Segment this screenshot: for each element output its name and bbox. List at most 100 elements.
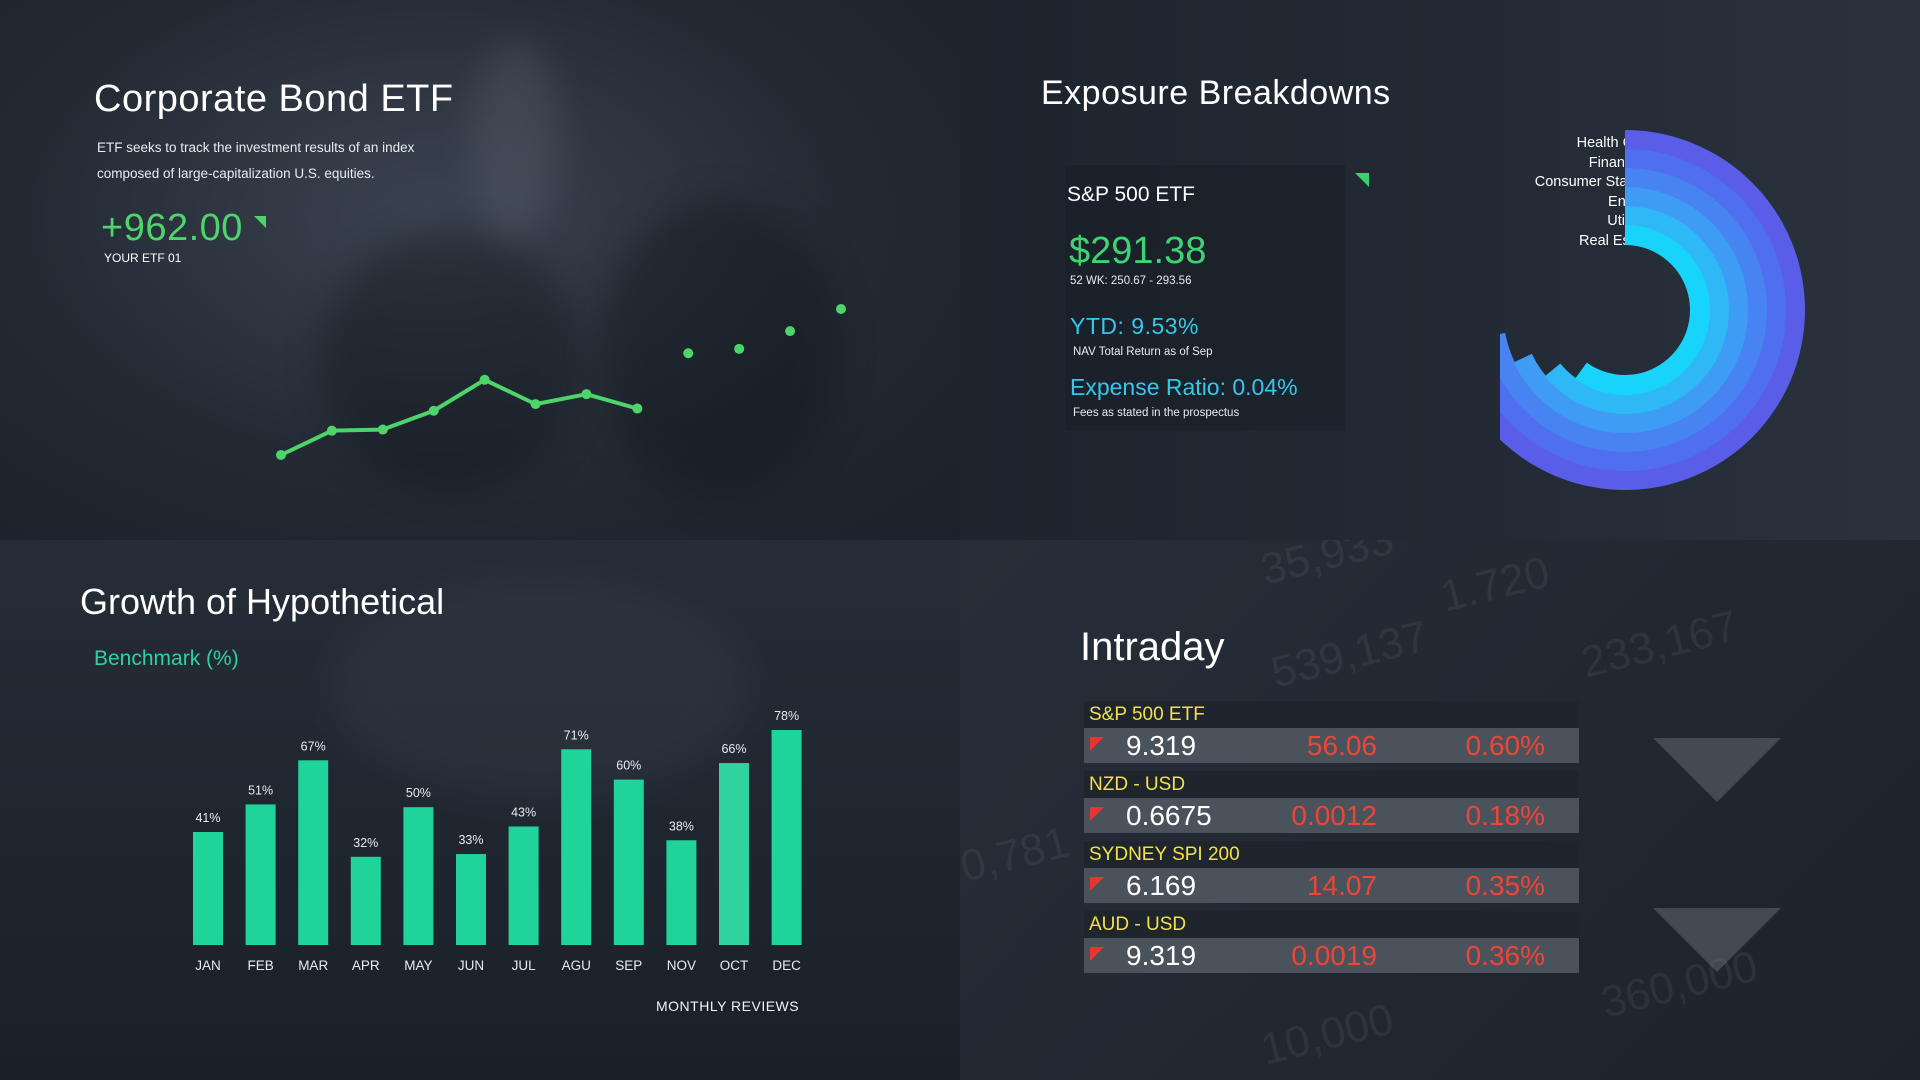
line-point bbox=[734, 343, 745, 354]
benchmark-label: Benchmark (%) bbox=[94, 647, 239, 670]
down-arrow-icon bbox=[1090, 947, 1104, 961]
line-point bbox=[326, 425, 337, 436]
ticker-price: 6.169 bbox=[1126, 870, 1197, 901]
ticker-row: NZD - USD 0.6675 0.0012 0.18% bbox=[1084, 771, 1579, 833]
radial-segment bbox=[1575, 225, 1710, 395]
background-shape bbox=[330, 580, 750, 800]
line-point bbox=[632, 403, 643, 414]
bar-value-label: 50% bbox=[406, 786, 431, 800]
x-tick-label: JUN bbox=[458, 958, 484, 973]
panel-title: Exposure Breakdowns bbox=[1041, 74, 1391, 112]
ticker-data: 6.169 14.07 0.35% bbox=[1084, 868, 1579, 903]
bar bbox=[193, 831, 223, 945]
bar bbox=[298, 760, 329, 945]
bar-value-label: 51% bbox=[248, 783, 273, 797]
ticker-percent: 0.60% bbox=[1465, 730, 1545, 761]
bar bbox=[350, 856, 381, 945]
ticker-change: 0.0012 bbox=[1291, 800, 1377, 831]
corporate-bond-panel: Corporate Bond ETF ETF seeks to track th… bbox=[0, 0, 960, 540]
down-arrow-icon bbox=[1090, 737, 1104, 751]
expense-note: Fees as stated in the prospectus bbox=[1073, 407, 1240, 419]
bar-value-label: 67% bbox=[301, 739, 326, 753]
up-flag-icon bbox=[1355, 173, 1369, 187]
bar-value-label: 71% bbox=[564, 728, 589, 742]
line-point bbox=[836, 304, 846, 314]
down-arrow-icon bbox=[1090, 807, 1104, 821]
expense-ratio: Expense Ratio: 0.04% bbox=[1070, 374, 1298, 400]
bar-value-label: 41% bbox=[195, 811, 220, 825]
bar-value-label: 38% bbox=[669, 819, 694, 833]
etf-value-label: YOUR ETF 01 bbox=[104, 251, 182, 265]
ticker-name: S&P 500 ETF bbox=[1084, 701, 1579, 728]
x-tick-label: JUL bbox=[512, 958, 536, 973]
x-tick-label: APR bbox=[352, 958, 380, 973]
ticker-data: 9.319 56.06 0.60% bbox=[1084, 728, 1579, 763]
intraday-panel: 35,933 1.720 233,167 539,137 1.19 0,781 … bbox=[960, 540, 1920, 1080]
line-point bbox=[785, 326, 796, 337]
ytd-note: NAV Total Return as of Sep bbox=[1073, 346, 1213, 358]
down-arrow-icon bbox=[1090, 877, 1104, 891]
background-shape bbox=[470, 40, 560, 240]
ticker-name: NZD - USD bbox=[1084, 771, 1579, 798]
line-point bbox=[479, 374, 490, 385]
line-chart bbox=[276, 304, 846, 460]
bar-chart: 41% JAN 51% FEB 67% MAR 32% APR 50% MAY 33% JUN 43% J… bbox=[193, 709, 802, 973]
x-tick-label: MAY bbox=[404, 958, 432, 973]
ticker-data: 0.6675 0.0012 0.18% bbox=[1084, 798, 1579, 833]
ticker-change: 56.06 bbox=[1306, 730, 1377, 761]
bar bbox=[613, 779, 644, 945]
panel-description: ETF seeks to track the investment result… bbox=[97, 140, 415, 181]
bar bbox=[719, 763, 749, 945]
radial-segment bbox=[1500, 149, 1787, 471]
line-point bbox=[428, 405, 439, 416]
ticker-price: 9.319 bbox=[1126, 940, 1197, 971]
x-tick-label: OCT bbox=[720, 958, 749, 973]
panel-title: Growth of Hypothetical bbox=[80, 581, 445, 622]
ticker-change: 0.0019 bbox=[1291, 940, 1377, 971]
down-triangle-icon bbox=[1653, 908, 1781, 972]
line-series bbox=[280, 377, 638, 457]
background-number: 539,137 bbox=[1266, 611, 1433, 698]
fund-range: 52 WK: 250.67 - 293.56 bbox=[1070, 275, 1192, 287]
x-tick-label: DEC bbox=[772, 958, 801, 973]
ticker-change: 14.07 bbox=[1306, 870, 1377, 901]
ticker-row: AUD - USD 9.319 0.0019 0.36% bbox=[1084, 911, 1579, 973]
ticker-data: 9.319 0.0019 0.36% bbox=[1084, 938, 1579, 973]
ticker-row: S&P 500 ETF 9.319 56.06 0.60% bbox=[1084, 701, 1579, 763]
background-number: 1.720 bbox=[1435, 547, 1555, 622]
ticker-name: AUD - USD bbox=[1084, 911, 1579, 938]
x-tick-label: FEB bbox=[247, 958, 273, 973]
x-tick-label: MAR bbox=[298, 958, 328, 973]
background-number: 233,167 bbox=[1576, 601, 1743, 688]
line-point bbox=[276, 450, 286, 460]
ticker-percent: 0.36% bbox=[1465, 940, 1545, 971]
legend-item: Consumer Staples bbox=[1534, 174, 1654, 190]
chart-footer: MONTHLY REVIEWS bbox=[656, 998, 800, 1014]
bar-value-label: 78% bbox=[774, 709, 799, 723]
fund-name: S&P 500 ETF bbox=[1067, 183, 1196, 206]
ticker-percent: 0.18% bbox=[1465, 800, 1545, 831]
bar bbox=[666, 840, 697, 945]
exposure-panel: Exposure Breakdowns S&P 500 ETF $291.38 … bbox=[960, 0, 1920, 540]
line-point bbox=[683, 348, 694, 359]
radial-chart bbox=[1500, 130, 1805, 490]
ticker-name: SYDNEY SPI 200 bbox=[1084, 841, 1579, 868]
panel-title: Corporate Bond ETF bbox=[94, 78, 454, 120]
bar bbox=[403, 807, 434, 945]
bar bbox=[561, 749, 592, 945]
bar bbox=[456, 854, 486, 945]
x-tick-label: AGU bbox=[562, 958, 591, 973]
background-number: 35,933 bbox=[1255, 540, 1399, 595]
radial-segment bbox=[1500, 130, 1805, 490]
ticker-row: SYDNEY SPI 200 6.169 14.07 0.35% bbox=[1084, 841, 1579, 903]
up-flag-icon bbox=[254, 216, 266, 228]
bar-value-label: 60% bbox=[616, 759, 641, 773]
background-number: 10,000 bbox=[1255, 994, 1399, 1075]
radial-segment bbox=[1544, 206, 1730, 414]
x-tick-label: SEP bbox=[615, 958, 642, 973]
bar-value-label: 43% bbox=[511, 805, 536, 819]
bar bbox=[508, 826, 539, 945]
bar-value-label: 66% bbox=[721, 742, 746, 756]
x-tick-label: NOV bbox=[667, 958, 696, 973]
fund-price: $291.38 bbox=[1069, 230, 1207, 272]
